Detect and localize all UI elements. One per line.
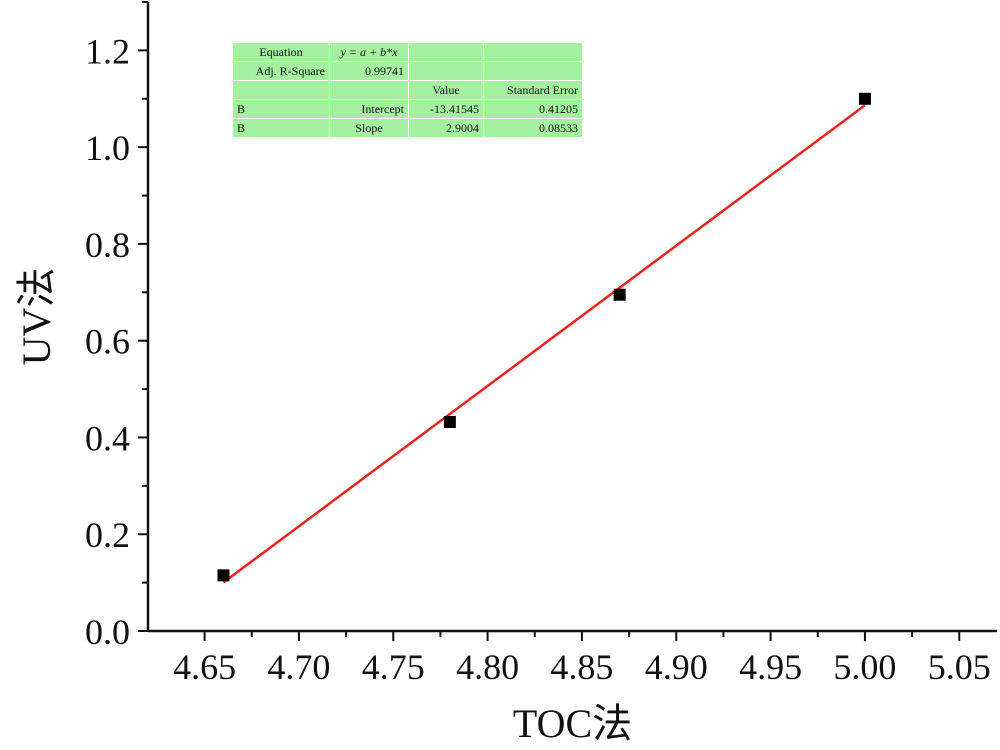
table-cell: 0.41205 — [483, 99, 583, 119]
x-axis-ticks: 4.65 4.70 4.75 4.80 4.85 4.90 4.95 5.00 5.05 — [173, 631, 991, 687]
data-points — [217, 92, 871, 582]
table-cell — [483, 61, 583, 81]
table-cell: B — [232, 99, 330, 119]
y-tick-label: 0.8 — [85, 225, 130, 265]
y-axis-title: UV法 — [14, 268, 59, 366]
data-point — [217, 569, 230, 582]
x-tick-label: 5.00 — [833, 647, 896, 687]
table-row: Equation y = a + b*x — [232, 42, 583, 62]
table-cell: Adj. R-Square — [232, 61, 330, 81]
x-tick-label: 4.85 — [550, 647, 613, 687]
y-tick-label: 0.2 — [85, 515, 130, 555]
fit-results-table: Equation y = a + b*x Adj. R-Square 0.997… — [232, 42, 583, 138]
y-tick-label: 0.6 — [85, 322, 130, 362]
x-tick-label: 4.90 — [645, 647, 708, 687]
table-row: B Intercept -13.41545 0.41205 — [232, 99, 583, 119]
table-cell — [408, 61, 484, 81]
y-axis-ticks: 0.0 0.2 0.4 0.6 0.8 1.0 1.2 — [85, 1, 148, 652]
table-row: Adj. R-Square 0.99741 — [232, 61, 583, 81]
table-row: Value Standard Error — [232, 80, 583, 100]
table-cell: Value — [408, 80, 484, 100]
table-cell: -13.41545 — [408, 99, 484, 119]
table-cell — [329, 80, 409, 100]
y-tick-label: 1.2 — [85, 31, 130, 71]
axes — [146, 2, 997, 633]
table-cell: Equation — [232, 42, 330, 62]
x-tick-label: 4.70 — [267, 647, 330, 687]
data-point — [858, 92, 871, 105]
x-tick-label: 4.80 — [456, 647, 519, 687]
table-cell — [483, 42, 583, 62]
table-cell: 2.9004 — [408, 118, 484, 138]
table-row: B Slope 2.9004 0.08533 — [232, 118, 583, 138]
table-cell: Slope — [329, 118, 409, 138]
y-tick-label: 1.0 — [85, 128, 130, 168]
x-tick-label: 4.95 — [739, 647, 802, 687]
fit-line — [222, 104, 866, 584]
data-point — [443, 415, 456, 428]
data-point — [613, 288, 626, 301]
table-cell: Intercept — [329, 99, 409, 119]
table-cell: Standard Error — [483, 80, 583, 100]
table-cell — [408, 42, 484, 62]
table-cell — [232, 80, 330, 100]
table-cell: 0.99741 — [329, 61, 409, 81]
y-tick-label: 0.4 — [85, 418, 130, 458]
x-tick-label: 4.75 — [362, 647, 425, 687]
x-tick-label: 5.05 — [928, 647, 991, 687]
x-axis-title: TOC法 — [513, 701, 632, 746]
table-cell: 0.08533 — [483, 118, 583, 138]
y-tick-label: 0.0 — [85, 612, 130, 652]
x-tick-label: 4.65 — [173, 647, 236, 687]
table-cell: y = a + b*x — [329, 42, 409, 62]
table-cell: B — [232, 118, 330, 138]
